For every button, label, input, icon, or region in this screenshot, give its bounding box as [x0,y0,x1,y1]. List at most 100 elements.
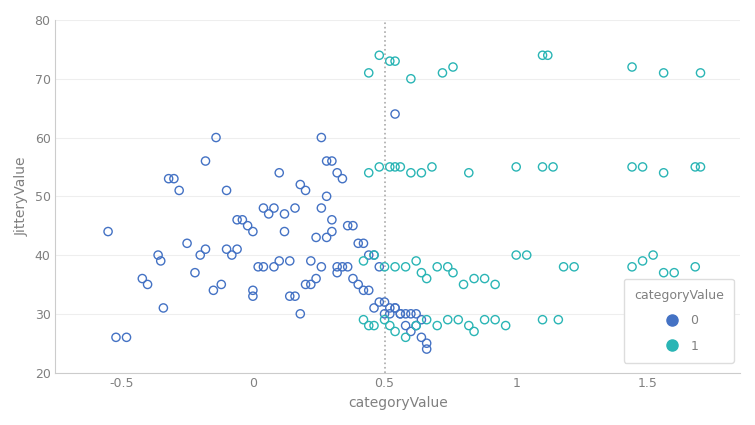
Point [626,316,638,323]
Point [357,240,369,246]
Point [305,258,317,264]
Point [658,170,670,176]
Point [510,164,522,170]
Point [668,316,680,323]
Point [373,299,385,306]
Point [442,316,454,323]
Point [394,310,406,317]
Point [689,264,701,270]
Point [384,305,396,312]
Point [500,322,512,329]
Point [521,252,533,258]
Point [378,299,390,306]
Point [173,187,185,194]
Point [421,346,433,352]
Point [399,310,411,317]
Point [552,316,564,323]
Point [547,164,559,170]
Point [273,258,285,264]
Point [626,64,638,71]
Point [389,305,401,312]
Point [252,264,264,270]
Point [537,52,549,59]
Point [378,316,390,323]
Point [368,322,380,329]
Point [102,228,114,235]
Point [189,269,201,276]
Point [289,205,301,212]
Point [384,164,396,170]
Point [479,275,491,282]
Point [399,264,411,270]
Point [405,328,417,335]
Point [368,305,380,312]
Point [626,164,638,170]
Point [162,175,174,182]
Point [316,205,328,212]
Point [284,258,296,264]
Point [268,264,280,270]
Point [384,310,396,317]
Point [442,264,454,270]
Point [263,210,275,217]
Point [557,264,569,270]
Point [231,216,243,223]
Point [658,269,670,276]
Point [247,287,259,294]
Point [463,170,475,176]
Point [168,175,180,182]
Point [399,322,411,329]
Point [247,228,259,235]
Point [373,52,385,59]
Point [510,252,522,258]
Point [257,264,270,270]
Point [658,70,670,76]
Point [247,293,259,300]
Point [389,58,401,65]
Point [447,64,459,71]
Point [215,281,227,288]
Point [447,269,459,276]
Point [568,264,580,270]
Point [208,287,220,294]
Point [316,134,328,141]
Point [279,210,291,217]
Y-axis label: JitteryValue: JitteryValue [15,156,29,236]
Point [410,322,422,329]
Point [310,234,322,241]
Point [668,269,680,276]
Point [368,252,380,258]
Point [389,110,401,117]
Point [368,252,380,258]
Point [405,310,417,317]
Point [415,334,427,341]
Point [373,164,385,170]
Point [194,252,206,258]
Point [421,275,433,282]
Point [199,158,211,164]
Point [337,175,349,182]
Point [426,164,438,170]
Point [394,164,406,170]
Point [273,170,285,176]
Point [352,281,364,288]
Point [326,228,338,235]
Legend: 0, 1: 0, 1 [624,279,734,363]
Point [300,187,312,194]
Point [378,310,390,317]
Point [537,316,549,323]
Point [689,164,701,170]
Point [489,316,501,323]
Point [305,281,317,288]
Point [389,264,401,270]
Point [542,52,554,59]
Point [157,305,169,312]
X-axis label: categoryValue: categoryValue [348,396,448,410]
Point [357,316,369,323]
Point [415,170,427,176]
Point [210,134,222,141]
Point [136,275,148,282]
Point [436,70,448,76]
Point [389,164,401,170]
Point [468,275,480,282]
